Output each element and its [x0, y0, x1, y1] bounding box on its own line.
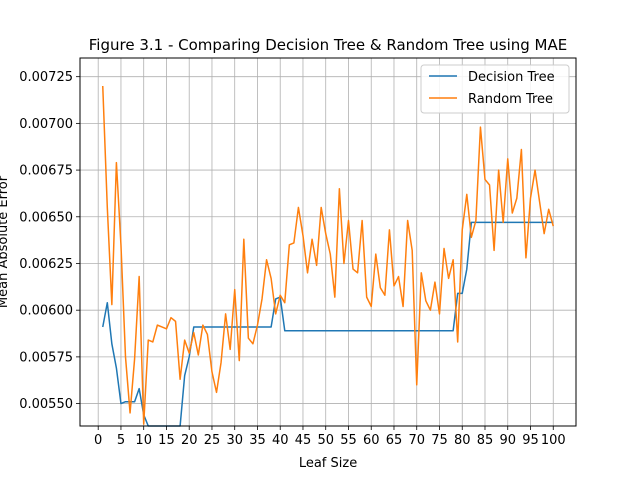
- x-tick-label: 95: [522, 433, 539, 448]
- x-tick-label: 60: [363, 433, 380, 448]
- plot-frame: [79, 57, 577, 427]
- x-tick-label: 40: [272, 433, 289, 448]
- x-tick-label: 55: [340, 433, 357, 448]
- x-axis-label: Leaf Size: [299, 456, 357, 471]
- x-tick-label: 80: [454, 433, 471, 448]
- y-axis-ticks: 0.00550 0.00575 0.00600 0.00625 0.00650 0.006…: [19, 70, 80, 412]
- y-tick-label: 0.00550: [19, 397, 73, 412]
- chart-title: Figure 3.1 - Comparing Decision Tree & R…: [89, 36, 567, 54]
- y-tick-label: 0.00600: [19, 304, 73, 319]
- x-tick-label: 35: [249, 433, 266, 448]
- y-axis-label: Mean Absolute Error: [0, 175, 11, 308]
- legend-box: [420, 64, 570, 114]
- x-tick-label: 5: [117, 433, 125, 448]
- x-tick-label: 25: [204, 433, 221, 448]
- grid: [80, 58, 576, 426]
- y-tick-label: 0.00575: [19, 350, 73, 365]
- y-tick-label: 0.00675: [19, 164, 73, 179]
- x-axis-ticks: 0 5 10 15 20 25 30 35 40 45 50 55 60 65 70 75 80 85 90 95 10…: [94, 426, 566, 448]
- x-tick-label: 100: [541, 433, 566, 448]
- x-tick-label: 15: [158, 433, 175, 448]
- x-tick-label: 75: [431, 433, 448, 448]
- y-tick-label: 0.00700: [19, 117, 73, 132]
- x-tick-label: 0: [94, 433, 102, 448]
- x-tick-label: 30: [226, 433, 243, 448]
- series-line-random-tree: [102, 85, 554, 425]
- x-tick-label: 90: [499, 433, 516, 448]
- x-tick-label: 65: [386, 433, 403, 448]
- x-tick-label: 70: [408, 433, 425, 448]
- x-tick-label: 50: [317, 433, 334, 448]
- x-tick-label: 20: [181, 433, 198, 448]
- x-tick-label: 45: [295, 433, 312, 448]
- legend: Decision Tree Random Tree: [420, 64, 570, 114]
- legend-label-random-tree: Random Tree: [468, 92, 553, 107]
- x-tick-label: 85: [477, 433, 494, 448]
- legend-label-decision-tree: Decision Tree: [468, 70, 555, 85]
- y-tick-label: 0.00650: [19, 210, 73, 225]
- y-tick-label: 0.00625: [19, 257, 73, 272]
- y-tick-label: 0.00725: [19, 70, 73, 85]
- x-tick-label: 10: [135, 433, 152, 448]
